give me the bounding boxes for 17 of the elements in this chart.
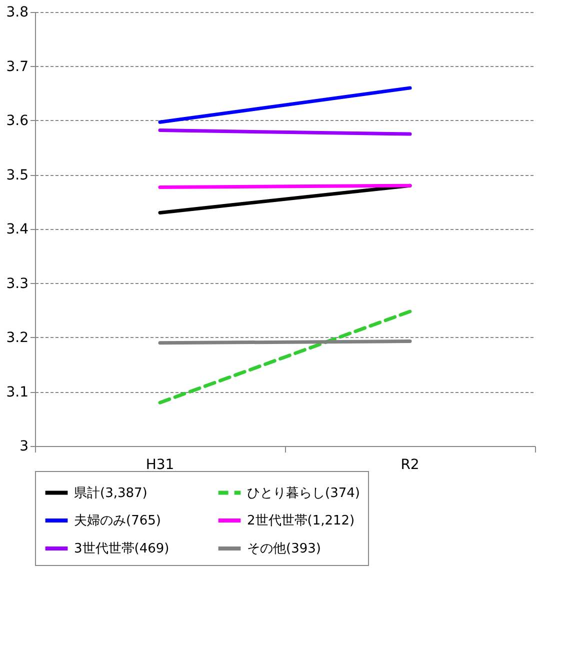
y-tick-label: 3.6 xyxy=(6,113,29,129)
y-tick-label: 3.5 xyxy=(6,167,28,184)
y-tick-label: 3.7 xyxy=(6,58,28,75)
legend-label: 県計(3,387) xyxy=(74,486,148,501)
x-tick-label: R2 xyxy=(400,457,420,473)
y-tick-label: 3.8 xyxy=(6,4,28,20)
legend-label: 夫婦のみ(765) xyxy=(74,514,161,528)
y-tick-label: 3.4 xyxy=(6,222,29,238)
y-tick-label: 3.3 xyxy=(6,276,28,292)
legend-label: 2世代世帯(1,212) xyxy=(247,514,355,528)
y-tick-label: 3.2 xyxy=(6,330,28,346)
legend-label: その他(393) xyxy=(247,542,321,556)
legend-label: ひとり暮らし(374) xyxy=(247,486,360,501)
legend-label: 3世代世帯(469) xyxy=(74,542,170,556)
y-tick-label: 3.1 xyxy=(6,384,28,400)
y-tick-label: 3 xyxy=(20,438,28,454)
x-tick-label: H31 xyxy=(146,457,174,473)
